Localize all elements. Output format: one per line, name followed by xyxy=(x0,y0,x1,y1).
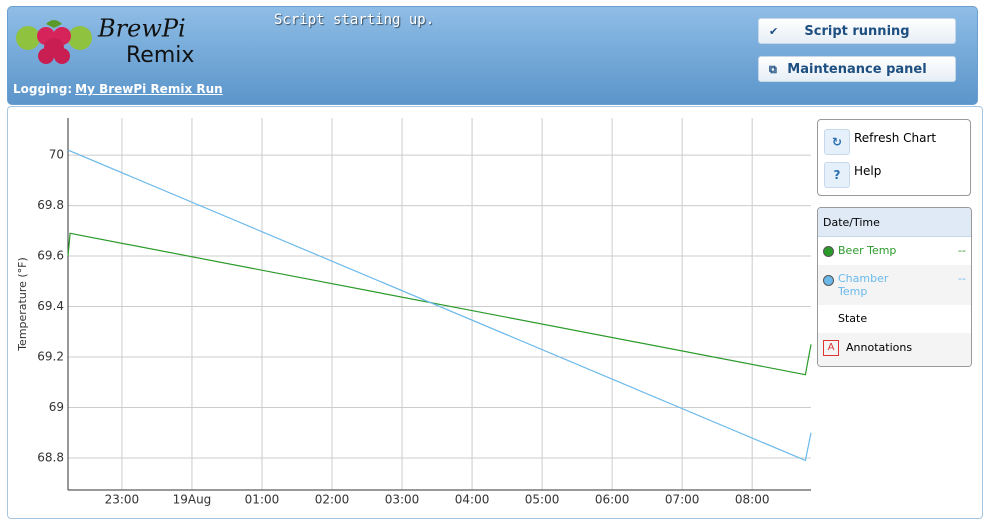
help-icon: ? xyxy=(824,162,850,188)
logging-label: Logging: xyxy=(13,82,73,96)
legend-item[interactable]: Beer Temp -- xyxy=(818,237,971,265)
x-tick-label: 01:00 xyxy=(245,493,280,507)
legend-item[interactable]: Chamber Temp -- xyxy=(818,265,971,305)
x-tick-label: 19Aug xyxy=(173,493,212,507)
x-tick-label: 05:00 xyxy=(525,493,560,507)
x-tick-label: 03:00 xyxy=(385,493,420,507)
legend-label: State xyxy=(838,312,868,325)
x-tick-label: 07:00 xyxy=(665,493,700,507)
y-tick-label: 69 xyxy=(49,400,64,414)
logo-line2: Remix xyxy=(126,43,194,68)
maintenance-button[interactable]: ⧉ Maintenance panel xyxy=(758,56,956,82)
legend-header: Date/Time xyxy=(818,208,971,237)
y-tick-label: 69.4 xyxy=(37,299,64,313)
chart: 68.8 69 69.2 69.4 69.6 69.8 70 23:00 19Aug 01:00 0… xyxy=(16,118,812,507)
control-label: Help xyxy=(854,164,882,178)
refresh-button[interactable]: ↻ Refresh Chart xyxy=(824,129,964,155)
series-line xyxy=(67,232,812,376)
x-tick-label: 08:00 xyxy=(735,493,770,507)
logo-icon xyxy=(16,20,92,64)
x-tick-label: 23:00 xyxy=(105,493,140,507)
help-button[interactable]: ? Help xyxy=(824,162,964,188)
legend-label: Annotations xyxy=(846,341,913,354)
legend-header-label: Date/Time xyxy=(823,216,880,229)
button-label: Maintenance panel xyxy=(787,62,927,77)
legend-label: Beer Temp xyxy=(838,244,897,257)
logo-line1: BrewPi xyxy=(97,15,186,43)
series-line xyxy=(67,149,812,462)
legend-label: Chamber Temp xyxy=(838,272,889,298)
legend-item: State xyxy=(818,305,971,333)
y-tick-label: 69.2 xyxy=(37,349,64,363)
chart-panel xyxy=(7,106,983,519)
y-tick-label: 69.8 xyxy=(37,198,64,212)
x-tick-label: 02:00 xyxy=(315,493,350,507)
status-message: Script starting up. xyxy=(274,12,435,28)
logo: BrewPi Remix xyxy=(16,15,194,68)
y-axis-label: Temperature (°F) xyxy=(16,257,29,352)
legend-item[interactable]: A Annotations xyxy=(818,333,971,366)
y-tick-label: 70 xyxy=(49,148,64,162)
script-button[interactable]: ✔ Script running xyxy=(758,18,956,44)
y-tick-label: 69.6 xyxy=(37,249,64,263)
legend-value: -- xyxy=(958,244,966,257)
x-tick-label: 06:00 xyxy=(595,493,630,507)
chart-controls: ↻ Refresh Chart ? Help xyxy=(817,119,971,196)
legend: Date/Time Beer Temp -- Chamber Temp -- Sta… xyxy=(817,207,972,367)
logging-link[interactable]: My BrewPi Remix Run xyxy=(75,82,223,96)
legend-value: -- xyxy=(958,272,966,285)
annotation-icon: A xyxy=(823,340,839,356)
x-tick-label: 04:00 xyxy=(455,493,490,507)
y-tick-label: 68.8 xyxy=(37,450,64,464)
logging: Logging: My BrewPi Remix Run xyxy=(13,82,223,96)
button-label: Script running xyxy=(804,24,910,39)
control-label: Refresh Chart xyxy=(854,131,937,145)
